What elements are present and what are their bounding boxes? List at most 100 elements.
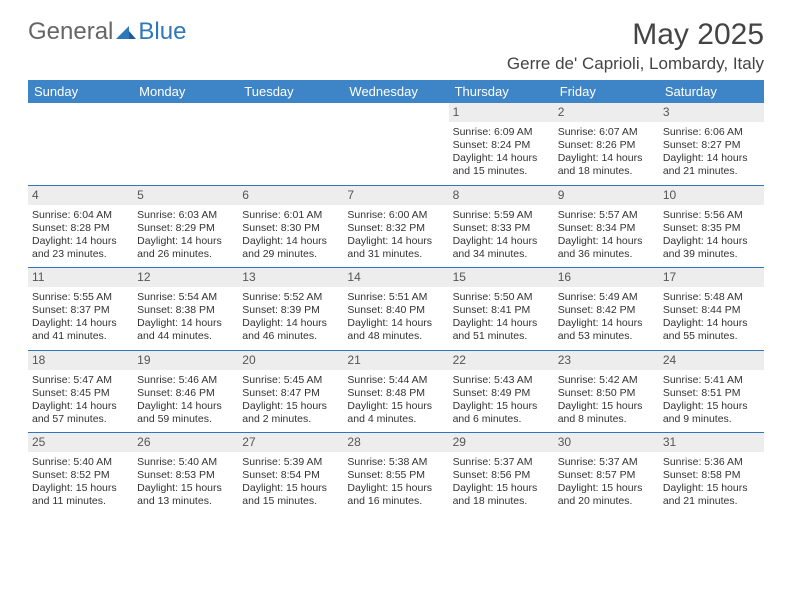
weekday-header: Tuesday xyxy=(238,80,343,103)
daylight-text: Daylight: 14 hours and 41 minutes. xyxy=(32,317,129,343)
calendar-day-cell: 16Sunrise: 5:49 AMSunset: 8:42 PMDayligh… xyxy=(554,268,659,350)
sunrise-text: Sunrise: 6:06 AM xyxy=(663,126,760,139)
sunset-text: Sunset: 8:26 PM xyxy=(558,139,655,152)
day-info: Sunrise: 5:56 AMSunset: 8:35 PMDaylight:… xyxy=(659,207,764,268)
day-number: 14 xyxy=(343,268,448,287)
daylight-text: Daylight: 15 hours and 9 minutes. xyxy=(663,400,760,426)
day-number: 26 xyxy=(133,433,238,452)
sunset-text: Sunset: 8:50 PM xyxy=(558,387,655,400)
day-number: 7 xyxy=(343,186,448,205)
daylight-text: Daylight: 15 hours and 8 minutes. xyxy=(558,400,655,426)
weekday-header-row: Sunday Monday Tuesday Wednesday Thursday… xyxy=(28,80,764,103)
sunset-text: Sunset: 8:58 PM xyxy=(663,469,760,482)
day-number: 15 xyxy=(449,268,554,287)
day-info: Sunrise: 5:45 AMSunset: 8:47 PMDaylight:… xyxy=(238,372,343,433)
day-number: 4 xyxy=(28,186,133,205)
calendar-day-cell: 29Sunrise: 5:37 AMSunset: 8:56 PMDayligh… xyxy=(449,433,554,515)
day-info: Sunrise: 5:47 AMSunset: 8:45 PMDaylight:… xyxy=(28,372,133,433)
daylight-text: Daylight: 15 hours and 18 minutes. xyxy=(453,482,550,508)
calendar-day-cell: 8Sunrise: 5:59 AMSunset: 8:33 PMDaylight… xyxy=(449,186,554,268)
daylight-text: Daylight: 15 hours and 11 minutes. xyxy=(32,482,129,508)
day-info: Sunrise: 5:49 AMSunset: 8:42 PMDaylight:… xyxy=(554,289,659,350)
calendar-day-cell: 24Sunrise: 5:41 AMSunset: 8:51 PMDayligh… xyxy=(659,351,764,433)
day-info: Sunrise: 5:36 AMSunset: 8:58 PMDaylight:… xyxy=(659,454,764,515)
calendar-day-cell xyxy=(133,103,238,185)
day-number: 23 xyxy=(554,351,659,370)
day-info: Sunrise: 5:51 AMSunset: 8:40 PMDaylight:… xyxy=(343,289,448,350)
daylight-text: Daylight: 14 hours and 36 minutes. xyxy=(558,235,655,261)
calendar-location: Gerre de' Caprioli, Lombardy, Italy xyxy=(28,54,764,74)
calendar-day-cell: 22Sunrise: 5:43 AMSunset: 8:49 PMDayligh… xyxy=(449,351,554,433)
day-info: Sunrise: 6:06 AMSunset: 8:27 PMDaylight:… xyxy=(659,124,764,185)
sunset-text: Sunset: 8:30 PM xyxy=(242,222,339,235)
calendar-week-row: 18Sunrise: 5:47 AMSunset: 8:45 PMDayligh… xyxy=(28,350,764,433)
calendar-day-cell: 13Sunrise: 5:52 AMSunset: 8:39 PMDayligh… xyxy=(238,268,343,350)
sunset-text: Sunset: 8:40 PM xyxy=(347,304,444,317)
sunset-text: Sunset: 8:47 PM xyxy=(242,387,339,400)
day-info: Sunrise: 5:42 AMSunset: 8:50 PMDaylight:… xyxy=(554,372,659,433)
calendar-day-cell: 26Sunrise: 5:40 AMSunset: 8:53 PMDayligh… xyxy=(133,433,238,515)
calendar-day-cell: 31 Sunrise: 5:36 AMSunset: 8:58 PMDayligh… xyxy=(659,433,764,515)
day-number: 17 xyxy=(659,268,764,287)
sunrise-text: Sunrise: 5:46 AM xyxy=(137,374,234,387)
calendar-day-cell: 28Sunrise: 5:38 AMSunset: 8:55 PMDayligh… xyxy=(343,433,448,515)
day-number: 31 xyxy=(659,433,764,452)
sunset-text: Sunset: 8:51 PM xyxy=(663,387,760,400)
sunset-text: Sunset: 8:32 PM xyxy=(347,222,444,235)
daylight-text: Daylight: 14 hours and 55 minutes. xyxy=(663,317,760,343)
calendar-day-cell: 11Sunrise: 5:55 AMSunset: 8:37 PMDayligh… xyxy=(28,268,133,350)
day-number: 21 xyxy=(343,351,448,370)
day-number: 12 xyxy=(133,268,238,287)
weekday-header: Wednesday xyxy=(343,80,448,103)
calendar-day-cell xyxy=(28,103,133,185)
sunrise-text: Sunrise: 6:09 AM xyxy=(453,126,550,139)
sunset-text: Sunset: 8:45 PM xyxy=(32,387,129,400)
sunrise-text: Sunrise: 5:51 AM xyxy=(347,291,444,304)
calendar-day-cell: 19Sunrise: 5:46 AMSunset: 8:46 PMDayligh… xyxy=(133,351,238,433)
sunrise-text: Sunrise: 5:36 AM xyxy=(663,456,760,469)
sunset-text: Sunset: 8:27 PM xyxy=(663,139,760,152)
day-number: 5 xyxy=(133,186,238,205)
day-info: Sunrise: 5:44 AMSunset: 8:48 PMDaylight:… xyxy=(343,372,448,433)
day-number: 19 xyxy=(133,351,238,370)
daylight-text: Daylight: 15 hours and 2 minutes. xyxy=(242,400,339,426)
daylight-text: Daylight: 15 hours and 4 minutes. xyxy=(347,400,444,426)
sunset-text: Sunset: 8:37 PM xyxy=(32,304,129,317)
weekday-header: Saturday xyxy=(659,80,764,103)
day-number: 10 xyxy=(659,186,764,205)
brand-part2: Blue xyxy=(138,18,186,46)
day-number: 22 xyxy=(449,351,554,370)
calendar-week-row: 1Sunrise: 6:09 AMSunset: 8:24 PMDaylight… xyxy=(28,103,764,185)
calendar-day-cell: 23 Sunrise: 5:42 AMSunset: 8:50 PMDayligh… xyxy=(554,351,659,433)
day-number: 6 xyxy=(238,186,343,205)
sunrise-text: Sunrise: 5:38 AM xyxy=(347,456,444,469)
calendar-week-row: 25Sunrise: 5:40 AMSunset: 8:52 PMDayligh… xyxy=(28,432,764,515)
calendar-day-cell: 3Sunrise: 6:06 AMSunset: 8:27 PMDaylight… xyxy=(659,103,764,185)
day-info: Sunrise: 5:52 AMSunset: 8:39 PMDaylight:… xyxy=(238,289,343,350)
sunrise-text: Sunrise: 6:03 AM xyxy=(137,209,234,222)
day-number: 9 xyxy=(554,186,659,205)
daylight-text: Daylight: 15 hours and 20 minutes. xyxy=(558,482,655,508)
daylight-text: Daylight: 14 hours and 26 minutes. xyxy=(137,235,234,261)
calendar-week-row: 4Sunrise: 6:04 AMSunset: 8:28 PMDaylight… xyxy=(28,185,764,268)
sunrise-text: Sunrise: 5:59 AM xyxy=(453,209,550,222)
day-info: Sunrise: 6:09 AMSunset: 8:24 PMDaylight:… xyxy=(449,124,554,185)
daylight-text: Daylight: 15 hours and 15 minutes. xyxy=(242,482,339,508)
sunset-text: Sunset: 8:38 PM xyxy=(137,304,234,317)
calendar-day-cell: 7Sunrise: 6:00 AMSunset: 8:32 PMDaylight… xyxy=(343,186,448,268)
daylight-text: Daylight: 14 hours and 15 minutes. xyxy=(453,152,550,178)
calendar-title: May 2025 xyxy=(632,18,764,52)
sunrise-text: Sunrise: 5:50 AM xyxy=(453,291,550,304)
daylight-text: Daylight: 14 hours and 29 minutes. xyxy=(242,235,339,261)
sunset-text: Sunset: 8:56 PM xyxy=(453,469,550,482)
calendar-week-row: 11Sunrise: 5:55 AMSunset: 8:37 PMDayligh… xyxy=(28,267,764,350)
day-info: Sunrise: 6:03 AMSunset: 8:29 PMDaylight:… xyxy=(133,207,238,268)
sunrise-text: Sunrise: 6:07 AM xyxy=(558,126,655,139)
calendar-day-cell xyxy=(238,103,343,185)
daylight-text: Daylight: 14 hours and 18 minutes. xyxy=(558,152,655,178)
daylight-text: Daylight: 14 hours and 57 minutes. xyxy=(32,400,129,426)
daylight-text: Daylight: 14 hours and 46 minutes. xyxy=(242,317,339,343)
day-info: Sunrise: 6:01 AMSunset: 8:30 PMDaylight:… xyxy=(238,207,343,268)
sunset-text: Sunset: 8:44 PM xyxy=(663,304,760,317)
sunset-text: Sunset: 8:35 PM xyxy=(663,222,760,235)
